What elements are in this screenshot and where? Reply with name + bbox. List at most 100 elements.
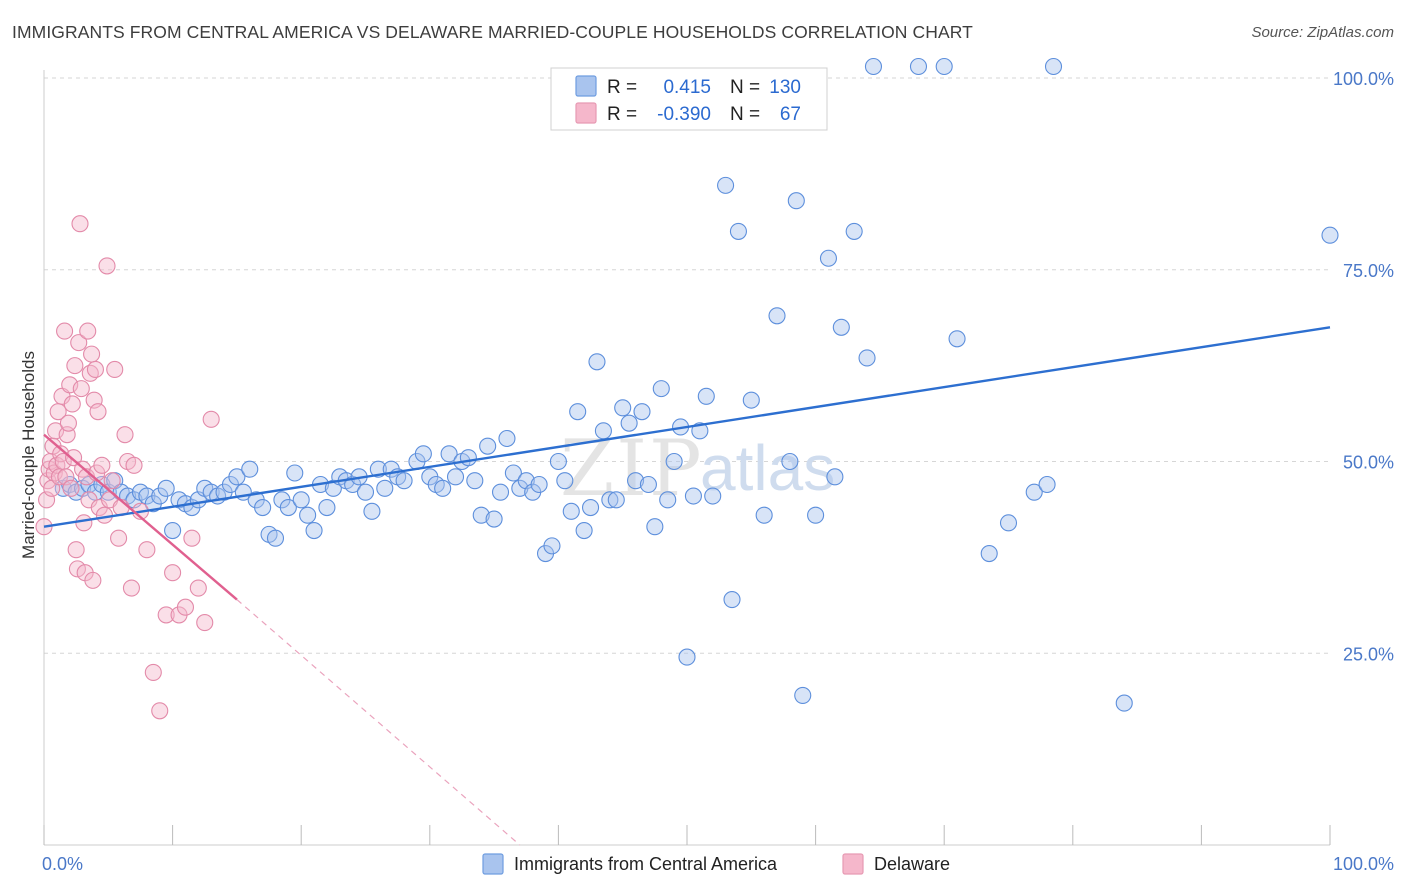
bottom-legend-swatch-pink bbox=[842, 853, 864, 875]
legend-n-label-2: N = bbox=[730, 104, 760, 125]
bottom-legend-label-pink: Delaware bbox=[874, 854, 950, 874]
data-point-pink bbox=[202, 410, 220, 428]
data-point-blue bbox=[479, 437, 497, 455]
data-point-blue bbox=[639, 475, 657, 494]
trend-line-blue bbox=[43, 326, 1331, 528]
data-point-blue bbox=[620, 414, 638, 432]
y-tick-labels: 25.0% 50.0% 75.0% 100.0% bbox=[1333, 69, 1394, 664]
y-tick-label: 25.0% bbox=[1343, 644, 1394, 664]
data-point-blue bbox=[607, 491, 625, 509]
data-point-pink bbox=[116, 426, 134, 444]
data-point-blue bbox=[279, 498, 297, 517]
data-point-pink bbox=[79, 322, 97, 340]
data-point-blue bbox=[755, 506, 773, 524]
data-point-blue bbox=[485, 510, 503, 528]
data-point-blue bbox=[845, 222, 863, 240]
data-point-blue bbox=[434, 479, 452, 497]
data-point-blue bbox=[569, 403, 587, 421]
data-point-pink bbox=[89, 403, 107, 421]
legend-box bbox=[550, 67, 828, 131]
legend-n-label-1: N = bbox=[730, 77, 760, 98]
data-point-blue bbox=[659, 491, 677, 509]
trend-line-pink bbox=[43, 433, 238, 601]
data-point-pink bbox=[183, 529, 201, 547]
data-point-pink bbox=[176, 598, 195, 616]
legend-r-value-1: 0.415 bbox=[663, 77, 711, 98]
data-point-pink bbox=[70, 334, 88, 352]
data-point-pink bbox=[125, 456, 143, 474]
data-point-blue bbox=[363, 502, 381, 520]
data-point-pink bbox=[144, 663, 162, 681]
legend-swatch-blue bbox=[575, 75, 597, 97]
data-point-blue bbox=[717, 176, 735, 194]
data-point-blue bbox=[376, 479, 394, 497]
data-point-blue bbox=[588, 353, 606, 371]
legend-n-value-1: 130 bbox=[769, 77, 801, 98]
grid-lines bbox=[44, 77, 1330, 654]
data-point-pink bbox=[98, 257, 116, 275]
watermark-zip: ZIP bbox=[560, 424, 704, 514]
data-point-pink bbox=[59, 414, 77, 432]
data-point-blue bbox=[935, 57, 953, 76]
data-point-blue bbox=[768, 307, 786, 325]
data-point-blue bbox=[601, 491, 619, 509]
data-point-pink bbox=[164, 564, 182, 582]
data-point-pink bbox=[62, 479, 80, 497]
data-point-blue bbox=[614, 399, 632, 417]
data-point-blue bbox=[787, 192, 805, 210]
data-point-blue bbox=[723, 591, 741, 609]
data-point-blue bbox=[562, 502, 580, 520]
data-point-blue bbox=[794, 686, 812, 704]
data-point-blue bbox=[266, 529, 285, 547]
data-point-pink bbox=[86, 360, 104, 379]
data-point-blue bbox=[581, 498, 600, 517]
data-point-blue bbox=[549, 452, 567, 471]
legend-n-value-2: 67 bbox=[780, 104, 801, 125]
legend-r-label-2: R = bbox=[607, 104, 637, 125]
data-point-blue bbox=[446, 468, 465, 486]
data-point-pink bbox=[95, 506, 113, 524]
data-point-pink bbox=[103, 472, 121, 490]
bottom-legend-label-blue: Immigrants from Central America bbox=[514, 854, 778, 874]
data-point-pink bbox=[75, 514, 93, 532]
data-point-blue bbox=[594, 422, 612, 440]
series-legend: Immigrants from Central America Delaware bbox=[482, 853, 950, 875]
legend-swatch-pink bbox=[575, 102, 597, 124]
data-point-blue bbox=[556, 472, 574, 490]
data-point-blue bbox=[627, 472, 645, 490]
x-tick-label-max: 100.0% bbox=[1333, 854, 1394, 874]
trend-line-pink-extension bbox=[236, 599, 521, 846]
data-point-pink bbox=[157, 606, 175, 624]
data-point-blue bbox=[318, 498, 336, 517]
data-point-blue bbox=[466, 472, 484, 490]
data-point-blue bbox=[999, 514, 1018, 532]
data-point-blue bbox=[491, 483, 510, 501]
data-point-blue bbox=[459, 449, 477, 467]
data-point-blue bbox=[781, 452, 799, 471]
y-tick-label: 100.0% bbox=[1333, 69, 1394, 89]
data-point-blue bbox=[646, 518, 664, 536]
data-point-pink bbox=[63, 395, 81, 413]
data-point-blue bbox=[414, 445, 432, 463]
data-point-pink bbox=[72, 380, 90, 398]
data-point-pink bbox=[67, 541, 85, 559]
legend-r-label-1: R = bbox=[607, 77, 637, 98]
data-point-blue bbox=[684, 487, 702, 505]
data-point-blue bbox=[1044, 57, 1063, 76]
data-point-pink bbox=[65, 449, 83, 467]
data-point-blue bbox=[299, 506, 317, 524]
data-point-blue bbox=[254, 498, 272, 517]
data-point-blue bbox=[909, 57, 928, 76]
data-point-blue bbox=[652, 380, 670, 398]
data-point-blue bbox=[305, 521, 323, 540]
data-point-blue bbox=[575, 521, 593, 540]
data-point-blue bbox=[704, 487, 722, 505]
data-point-pink bbox=[68, 560, 86, 578]
data-point-blue bbox=[678, 648, 696, 666]
data-point-blue bbox=[157, 479, 175, 497]
series-immigrants-central-america bbox=[54, 57, 1339, 712]
data-point-blue bbox=[826, 468, 844, 486]
data-point-blue bbox=[286, 464, 304, 482]
data-point-blue bbox=[530, 475, 548, 494]
y-axis-title: Married-couple Households bbox=[19, 351, 38, 559]
